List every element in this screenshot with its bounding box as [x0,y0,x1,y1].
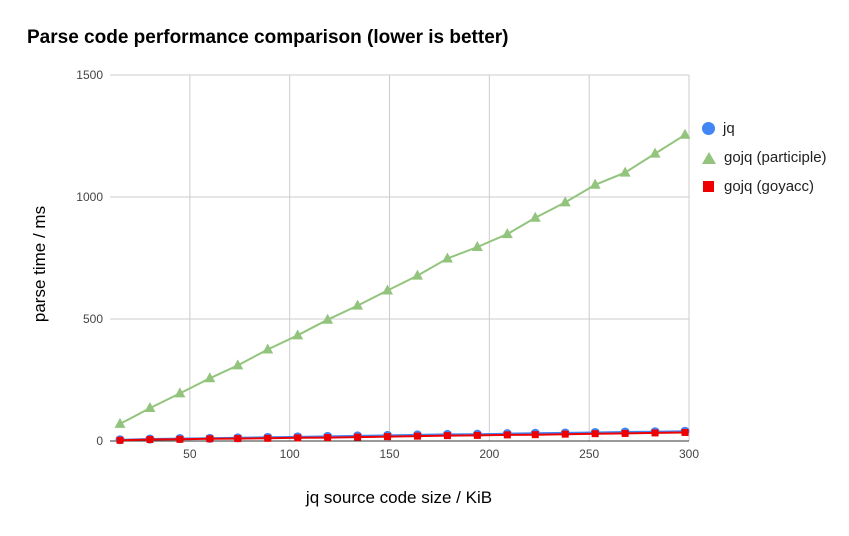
data-point-gojq-participle [529,211,541,222]
data-point-gojq-participle [322,313,334,324]
data-point-gojq-participle [292,329,304,340]
data-point-gojq-participle [619,166,631,177]
data-point-gojq-participle [262,343,274,354]
legend-item-gojq-goyacc: gojq (goyacc) [702,178,814,195]
data-point-gojq-participle [559,196,571,207]
data-point-gojq-goyacc [591,430,599,438]
data-point-gojq-goyacc [681,428,689,436]
legend-label-gojq-participle: gojq (participle) [724,149,827,166]
legend-marker-gojq-goyacc [703,181,714,192]
data-point-gojq-goyacc [413,432,421,440]
data-point-gojq-goyacc [561,430,569,438]
data-point-gojq-participle [232,359,244,370]
legend-marker-jq [702,122,715,135]
data-point-gojq-goyacc [443,432,451,440]
data-point-gojq-participle [649,147,661,158]
data-point-gojq-participle [144,402,156,413]
x-tick-label: 50 [183,447,197,461]
data-point-gojq-goyacc [473,431,481,439]
data-point-gojq-goyacc [354,433,362,441]
legend-label-jq: jq [723,120,735,137]
data-point-gojq-participle [174,387,186,398]
data-point-gojq-goyacc [234,435,242,443]
data-point-gojq-participle [471,241,483,252]
x-tick-label: 300 [679,447,699,461]
data-point-gojq-goyacc [116,436,124,444]
series-line-gojq-participle [119,133,686,425]
x-tick-label: 100 [280,447,300,461]
chart-title: Parse code performance comparison (lower… [27,27,509,48]
x-tick-label: 150 [380,447,400,461]
data-point-gojq-goyacc [503,431,511,439]
series-line-gojq-goyacc [119,431,686,442]
y-tick-label: 500 [83,312,103,326]
data-point-gojq-goyacc [531,431,539,439]
x-tick-label: 250 [579,447,599,461]
data-point-gojq-goyacc [176,435,184,443]
data-point-gojq-participle [204,372,216,383]
x-tick-label: 200 [479,447,499,461]
data-point-gojq-participle [501,228,513,239]
data-point-gojq-participle [679,128,691,139]
data-point-gojq-goyacc [384,433,392,441]
data-point-gojq-goyacc [206,435,214,443]
legend-marker-gojq-participle [702,151,716,164]
x-axis-label: jq source code size / KiB [305,488,493,507]
data-point-gojq-participle [352,299,364,310]
data-point-gojq-participle [382,284,394,295]
legend-item-jq: jq [702,120,735,137]
y-tick-label: 0 [96,434,103,448]
legend-label-gojq-goyacc: gojq (goyacc) [724,178,815,195]
data-point-gojq-goyacc [621,429,629,437]
data-point-gojq-goyacc [146,436,154,444]
data-point-gojq-goyacc [651,429,659,437]
data-point-gojq-goyacc [294,434,302,442]
legend-item-gojq-participle: gojq (participle) [702,149,827,166]
data-point-gojq-participle [441,252,453,263]
data-point-gojq-goyacc [264,434,272,442]
data-point-gojq-participle [114,417,126,428]
y-tick-label: 1000 [76,190,103,204]
data-point-gojq-participle [589,178,601,189]
data-point-gojq-goyacc [324,434,332,442]
y-tick-label: 1500 [76,68,103,82]
data-point-gojq-participle [411,269,423,280]
